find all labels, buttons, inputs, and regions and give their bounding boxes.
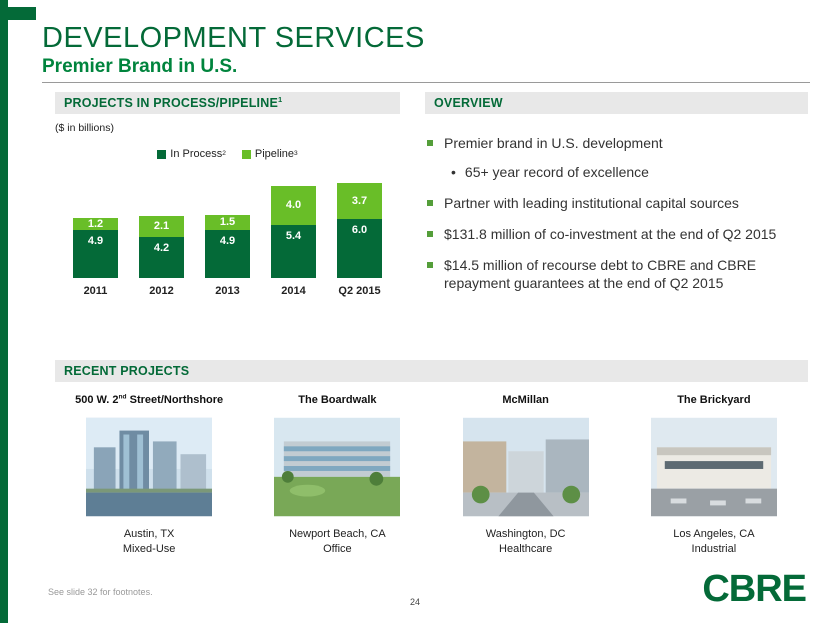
project-name-text: The Boardwalk	[298, 394, 377, 406]
bar-group: 2.1 4.2 2012	[139, 178, 184, 297]
bar-value-label: 4.9	[87, 235, 104, 247]
chart-section-title: PROJECTS IN PROCESS/PIPELINE	[64, 96, 278, 110]
overview-bullet-3: $131.8 million of co-investment at the e…	[425, 225, 808, 244]
project-location: Washington, DC	[485, 528, 566, 540]
x-axis-label: 2012	[149, 285, 174, 297]
project-name-sup: nd	[118, 393, 127, 401]
bar-value-label: 1.2	[87, 217, 104, 230]
bullet-square-icon	[427, 261, 433, 268]
bar-segment-in-process: 5.4	[271, 225, 316, 278]
bar-segment-pipeline: 3.7	[337, 182, 382, 220]
stacked-bar-chart: 1.2 4.9 2011 2.1 4.2 2012 1.5 4.9 2013 4.0 5.4 2014…	[55, 178, 400, 297]
bullet-square-icon	[427, 230, 433, 237]
bullet-text: $14.5 million of recourse debt to CBRE a…	[444, 256, 757, 292]
overview-section-header: OVERVIEW	[425, 92, 808, 114]
bar-segment-in-process: 4.2	[139, 236, 184, 278]
legend-label-in-process: In Process	[170, 148, 223, 160]
project-location: Los Angeles, CA	[673, 528, 755, 540]
bar-group: 1.2 4.9 2011	[73, 178, 118, 297]
x-axis-label: 2011	[83, 285, 108, 297]
bar-value-label: 2.1	[153, 220, 170, 233]
project-photo	[274, 417, 401, 517]
project-name-text: 500 W. 2	[75, 394, 119, 406]
project-photo	[650, 417, 777, 517]
recent-projects-section: RECENT PROJECTS 500 W. 2nd Street/Norths…	[55, 360, 808, 557]
project-type: Industrial	[691, 542, 737, 555]
left-accent-stripe	[0, 0, 8, 623]
bar-segment-pipeline: 2.1	[139, 216, 184, 237]
header-divider	[42, 82, 810, 83]
project-photo	[462, 417, 589, 517]
bullet-text: $131.8 million of co-investment at the e…	[444, 225, 777, 242]
bar-group: 3.7 6.0 Q2 2015	[337, 178, 382, 297]
bar-value-label: 4.9	[219, 235, 236, 247]
bar-value-label: 4.2	[153, 241, 170, 254]
overview-bullet-4: $14.5 million of recourse debt to CBRE a…	[425, 256, 808, 294]
dot-bullet-icon	[451, 163, 465, 182]
x-axis-label: 2014	[281, 285, 306, 297]
project-name: The Boardwalk	[243, 394, 431, 409]
slide-title: DEVELOPMENT SERVICES	[42, 22, 425, 54]
project-cards: 500 W. 2nd Street/Northshore Austin, TX …	[55, 394, 808, 557]
slide-subtitle: Premier Brand in U.S.	[42, 56, 238, 77]
page-number: 24	[409, 597, 420, 607]
cbre-logo: CBRE	[702, 568, 807, 610]
project-name-text: The Brickyard	[677, 394, 751, 406]
legend-label-pipeline: Pipeline	[254, 148, 295, 160]
bar-value-label: 5.4	[285, 230, 302, 243]
project-name-text: McMillan	[502, 394, 549, 406]
project-name: McMillan	[432, 394, 620, 409]
chart-legend: In Process 2 Pipeline 3	[55, 148, 400, 160]
sub-bullet-text: 65+ year record of excellence	[464, 163, 649, 180]
bullet-square-icon	[427, 140, 433, 146]
chart-section-footnote-ref: 1	[277, 94, 283, 104]
overview-bullet-1: Premier brand in U.S. development	[425, 134, 808, 153]
bar-segment-in-process: 6.0	[337, 219, 382, 278]
chart-units-label: ($ in billions)	[55, 122, 114, 134]
chart-section: PROJECTS IN PROCESS/PIPELINE1 ($ in bill…	[55, 92, 400, 297]
legend-swatch-pipeline	[241, 149, 251, 159]
bar-value-label: 1.5	[219, 216, 236, 229]
legend-item-pipeline: Pipeline 3	[241, 148, 298, 160]
bullet-text: Premier brand in U.S. development	[444, 135, 663, 151]
project-location: Austin, TX	[123, 528, 175, 540]
bar-value-label: 3.7	[351, 194, 368, 207]
legend-item-in-process: In Process 2	[157, 148, 226, 160]
bar-value-label: 6.0	[351, 224, 368, 237]
corner-accent-block	[0, 7, 36, 20]
bar-segment-pipeline: 4.0	[271, 185, 316, 226]
project-photo	[86, 417, 213, 517]
project-location: Newport Beach, CA	[289, 528, 386, 540]
recent-projects-header: RECENT PROJECTS	[55, 360, 808, 382]
project-type: Office	[323, 542, 352, 555]
bullet-text: Partner with leading institutional capit…	[444, 194, 739, 211]
project-name-text: Street/Northshore	[126, 394, 224, 406]
bar-segment-in-process: 4.9	[205, 230, 250, 278]
project-name: The Brickyard	[620, 394, 808, 409]
project-card-boardwalk: The Boardwalk Newport Beach, CA Office	[243, 394, 431, 557]
project-name: 500 W. 2nd Street/Northshore	[55, 394, 243, 409]
bar-segment-in-process: 4.9	[73, 230, 118, 278]
legend-swatch-in-process	[157, 149, 167, 159]
bar-group: 4.0 5.4 2014	[271, 178, 316, 297]
bar-segment-pipeline: 1.5	[205, 215, 250, 230]
chart-section-header: PROJECTS IN PROCESS/PIPELINE1	[55, 92, 400, 114]
bar-value-label: 4.0	[285, 199, 302, 212]
overview-bullet-2: Partner with leading institutional capit…	[425, 194, 808, 213]
project-card-brickyard: The Brickyard Los Angeles, CA Industrial	[620, 394, 808, 557]
project-type: Mixed-Use	[122, 542, 176, 555]
footnote: See slide 32 for footnotes.	[48, 587, 153, 597]
bar-group: 1.5 4.9 2013	[205, 178, 250, 297]
project-card-mcmillan: McMillan Washington, DC Healthcare	[432, 394, 620, 557]
x-axis-label: Q2 2015	[338, 285, 381, 297]
bullet-square-icon	[427, 199, 433, 206]
overview-bullets: Premier brand in U.S. development 65+ ye…	[425, 134, 808, 293]
overview-section: OVERVIEW Premier brand in U.S. developme…	[425, 92, 808, 305]
x-axis-label: 2013	[215, 285, 240, 297]
bar-segment-pipeline: 1.2	[73, 218, 118, 230]
overview-sub-bullet-1: 65+ year record of excellence	[451, 163, 808, 182]
project-type: Healthcare	[499, 542, 553, 555]
project-card-northshore: 500 W. 2nd Street/Northshore Austin, TX …	[55, 394, 243, 557]
